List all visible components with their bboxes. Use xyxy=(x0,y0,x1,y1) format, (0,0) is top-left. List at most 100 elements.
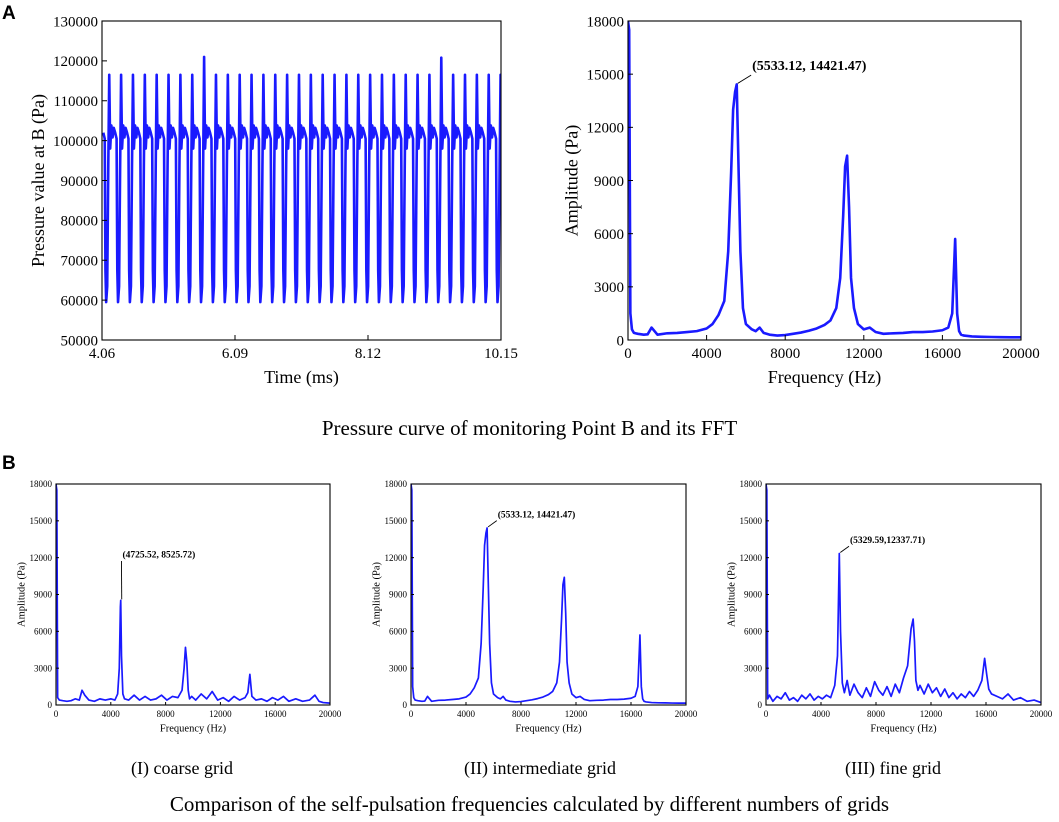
peak-annotation: (5533.12, 14421.47) xyxy=(752,59,867,74)
y-tick-label: 60000 xyxy=(61,293,99,309)
peak-annotation: (5329.59,12337.71) xyxy=(850,535,925,546)
y-tick-label: 0 xyxy=(403,700,408,710)
annotation-leader xyxy=(840,545,850,553)
annotation-leader xyxy=(487,520,498,528)
y-tick-label: 100000 xyxy=(53,134,98,150)
coarse-grid-caption: (I) coarse grid xyxy=(131,758,233,779)
y-tick-label: 80000 xyxy=(61,214,99,230)
y-tick-label: 3000 xyxy=(34,663,53,673)
x-tick-label: 12000 xyxy=(845,346,883,362)
y-tick-label: 6000 xyxy=(389,626,408,636)
y-axis-label: Amplitude (Pa) xyxy=(726,561,737,627)
y-tick-label: 18000 xyxy=(30,479,53,489)
x-tick-label: 16000 xyxy=(975,709,998,719)
annotation-leader xyxy=(737,74,752,84)
peak-annotation: (5533.12, 14421.47) xyxy=(498,509,576,520)
y-tick-label: 50000 xyxy=(61,333,99,349)
y-tick-label: 15000 xyxy=(385,516,408,526)
x-tick-label: 0 xyxy=(764,709,769,719)
data-line xyxy=(102,55,501,304)
x-tick-label: 10.15 xyxy=(484,346,518,362)
section-a-caption: Pressure curve of monitoring Point B and… xyxy=(322,416,737,440)
data-line xyxy=(411,484,686,705)
intermediate-grid-caption: (II) intermediate grid xyxy=(464,758,616,779)
y-tick-label: 15000 xyxy=(587,67,625,83)
peak-annotation: (4725.52, 8525.72) xyxy=(122,550,195,561)
panel-label-b: B xyxy=(2,453,16,474)
y-axis-label: Pressure value at B (Pa) xyxy=(28,94,49,267)
x-tick-label: 20000 xyxy=(1030,709,1053,719)
y-axis-label: Amplitude (Pa) xyxy=(562,125,583,236)
x-tick-label: 20000 xyxy=(675,709,698,719)
fine-grid-caption: (III) fine grid xyxy=(845,758,941,779)
x-tick-label: 4000 xyxy=(457,709,476,719)
y-tick-label: 0 xyxy=(617,333,625,349)
x-tick-label: 12000 xyxy=(565,709,588,719)
fft-coarse-chart: 0 4000 8000 12000 16000 20000 0 3000 6000 9000 120… xyxy=(16,479,342,735)
y-tick-label: 3000 xyxy=(744,663,763,673)
x-tick-label: 8.12 xyxy=(355,346,381,362)
x-axis-label: Frequency (Hz) xyxy=(515,724,582,735)
y-axis-label: Amplitude (Pa) xyxy=(371,561,382,627)
y-tick-label: 120000 xyxy=(53,54,98,70)
fft-intermediate-chart: 0 4000 8000 12000 16000 20000 0 3000 6000 9000 120… xyxy=(371,479,698,735)
x-tick-label: 16000 xyxy=(924,346,962,362)
x-tick-label: 4000 xyxy=(102,709,121,719)
y-tick-label: 70000 xyxy=(61,254,99,270)
fft-fine-chart: 0 4000 8000 12000 16000 20000 0 3000 6000 9000 120… xyxy=(726,479,1053,735)
x-axis-label: Frequency (Hz) xyxy=(870,724,937,735)
y-tick-label: 18000 xyxy=(740,479,763,489)
x-tick-label: 0 xyxy=(409,709,414,719)
y-tick-label: 0 xyxy=(758,700,763,710)
y-tick-label: 9000 xyxy=(744,590,763,600)
x-tick-label: 20000 xyxy=(1002,346,1040,362)
y-tick-label: 9000 xyxy=(594,174,624,190)
x-tick-label: 20000 xyxy=(319,709,342,719)
x-tick-label: 12000 xyxy=(920,709,943,719)
panel-label-a: A xyxy=(2,3,16,24)
x-tick-label: 6.09 xyxy=(222,346,248,362)
y-tick-label: 6000 xyxy=(594,227,624,243)
fft-main-chart: 0 4000 8000 12000 16000 20000 0 3000 6000 9000 120… xyxy=(562,14,1040,388)
section-b-caption: Comparison of the self-pulsation frequen… xyxy=(170,792,889,816)
x-axis-label: Time (ms) xyxy=(264,367,339,388)
y-tick-label: 12000 xyxy=(740,553,763,563)
data-line xyxy=(56,484,330,705)
x-axis-label: Frequency (Hz) xyxy=(768,367,881,388)
y-tick-label: 110000 xyxy=(54,94,98,110)
x-axis-label: Frequency (Hz) xyxy=(160,724,227,735)
y-tick-label: 3000 xyxy=(594,280,624,296)
pressure-chart: 4.06 6.09 8.12 10.15 50000 60000 70000 80000 900… xyxy=(28,14,518,388)
x-tick-label: 4.06 xyxy=(89,346,116,362)
y-tick-label: 18000 xyxy=(385,479,408,489)
y-axis-label: Amplitude (Pa) xyxy=(16,561,27,627)
x-tick-label: 16000 xyxy=(264,709,287,719)
x-tick-label: 8000 xyxy=(157,709,176,719)
y-tick-label: 15000 xyxy=(740,516,763,526)
x-tick-label: 4000 xyxy=(692,346,722,362)
y-tick-label: 90000 xyxy=(61,174,99,190)
y-tick-label: 12000 xyxy=(385,553,408,563)
y-tick-label: 6000 xyxy=(744,626,763,636)
x-tick-label: 8000 xyxy=(867,709,886,719)
data-line xyxy=(628,21,1021,339)
x-tick-label: 8000 xyxy=(512,709,531,719)
y-tick-label: 12000 xyxy=(30,553,53,563)
y-tick-label: 18000 xyxy=(587,14,625,30)
x-tick-label: 8000 xyxy=(770,346,800,362)
y-tick-label: 3000 xyxy=(389,663,408,673)
x-tick-label: 16000 xyxy=(620,709,643,719)
x-tick-label: 12000 xyxy=(209,709,232,719)
x-tick-label: 0 xyxy=(54,709,59,719)
y-tick-label: 9000 xyxy=(34,590,53,600)
y-tick-label: 9000 xyxy=(389,590,408,600)
y-tick-label: 15000 xyxy=(30,516,53,526)
data-line xyxy=(766,484,1041,704)
x-tick-label: 0 xyxy=(624,346,632,362)
y-tick-label: 12000 xyxy=(587,121,625,137)
y-tick-label: 0 xyxy=(48,700,53,710)
y-tick-label: 6000 xyxy=(34,626,53,636)
x-tick-label: 4000 xyxy=(812,709,831,719)
y-tick-label: 130000 xyxy=(53,14,98,30)
